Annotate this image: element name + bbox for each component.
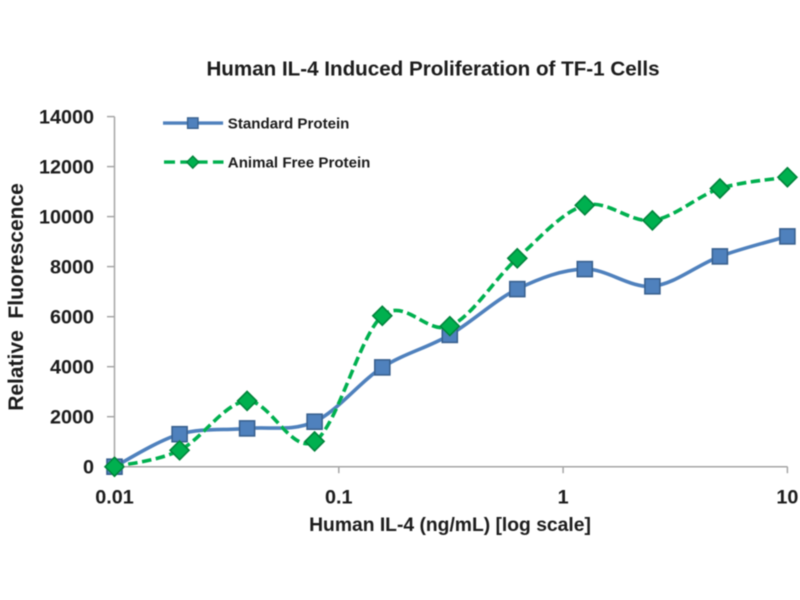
svg-text:Animal Free Protein: Animal Free Protein bbox=[228, 155, 371, 172]
svg-text:0.1: 0.1 bbox=[325, 487, 353, 509]
svg-text:8000: 8000 bbox=[50, 257, 94, 279]
svg-text:6000: 6000 bbox=[50, 307, 94, 329]
svg-text:10: 10 bbox=[776, 487, 798, 509]
svg-text:14000: 14000 bbox=[39, 107, 94, 129]
svg-text:12000: 12000 bbox=[39, 157, 94, 179]
svg-text:4000: 4000 bbox=[50, 357, 94, 379]
svg-text:10000: 10000 bbox=[39, 207, 94, 229]
svg-text:2000: 2000 bbox=[50, 407, 94, 429]
svg-text:Human IL-4 Induced Proliferati: Human IL-4 Induced Proliferation of TF-1… bbox=[206, 57, 659, 80]
svg-text:Relative Fluorescence: Relative Fluorescence bbox=[5, 183, 28, 411]
svg-text:0.01: 0.01 bbox=[95, 487, 134, 509]
svg-text:1: 1 bbox=[558, 487, 569, 509]
svg-text:0: 0 bbox=[83, 457, 94, 479]
svg-text:Human IL-4 (ng/mL) [log scale]: Human IL-4 (ng/mL) [log scale] bbox=[309, 515, 591, 536]
svg-text:Standard Protein: Standard Protein bbox=[228, 116, 350, 133]
